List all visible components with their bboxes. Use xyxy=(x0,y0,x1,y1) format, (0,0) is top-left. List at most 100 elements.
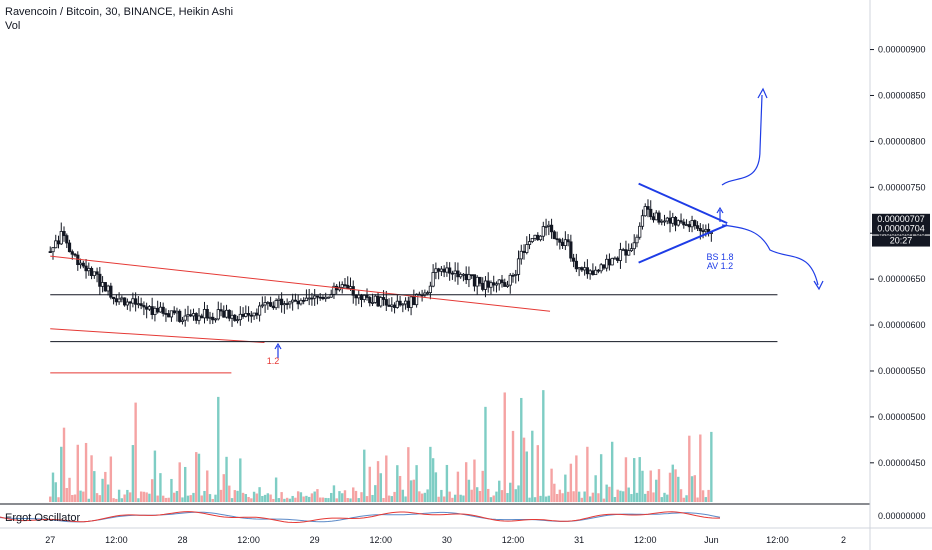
oscillator-label[interactable]: Ergot Oscillator xyxy=(5,512,81,524)
volume-bar xyxy=(407,447,410,502)
left-arrow-head xyxy=(274,342,282,350)
candle-body xyxy=(392,304,397,308)
volume-bar xyxy=(668,472,672,502)
candle-body xyxy=(315,295,320,298)
candle-body xyxy=(211,316,215,321)
volume-bar xyxy=(376,461,380,502)
candle-body xyxy=(156,307,160,313)
x-tick-label: 12:00 xyxy=(766,535,789,545)
candle-body xyxy=(299,299,303,305)
candle-body xyxy=(602,264,606,269)
volume-bar xyxy=(296,491,300,502)
candle-body xyxy=(605,258,609,269)
candle-body xyxy=(304,297,309,302)
volume-bar xyxy=(418,491,421,502)
candle-body xyxy=(346,284,350,289)
volume-bar xyxy=(462,495,465,502)
volume-bar xyxy=(156,495,159,502)
y-tick-label: 0.00000550 xyxy=(878,366,926,376)
candle-body xyxy=(277,298,281,301)
drawings[interactable]: 1.2 BS 1.8AV 1.2 xyxy=(50,87,824,374)
volume-bar xyxy=(506,493,509,502)
candle-body xyxy=(533,234,537,239)
candle-body xyxy=(412,296,416,306)
candle-body xyxy=(690,220,694,228)
candle-body xyxy=(549,224,554,233)
candle-body xyxy=(100,282,105,287)
candle-body xyxy=(114,298,118,303)
volume-bar xyxy=(153,450,157,502)
volume-bar xyxy=(285,497,289,502)
candle-body xyxy=(519,250,523,260)
volume-bar xyxy=(547,495,551,502)
candle-body xyxy=(224,309,229,318)
volume-bar xyxy=(660,497,663,502)
candle-body xyxy=(222,310,226,318)
volume-bar xyxy=(365,496,369,502)
candle-body xyxy=(475,276,479,287)
volume-bar xyxy=(87,498,91,502)
volume-bar xyxy=(599,454,603,502)
volume-bar xyxy=(393,491,396,502)
candle-body xyxy=(169,310,174,318)
candle-body xyxy=(635,236,639,244)
volume-bar xyxy=(307,496,311,502)
triangle-arrow-head xyxy=(716,206,724,214)
candle-body xyxy=(147,306,152,310)
volume-bar xyxy=(291,495,294,502)
volume-bar xyxy=(145,492,148,502)
volume-bar xyxy=(82,491,85,502)
candle-body xyxy=(624,249,628,256)
candle-body xyxy=(238,313,242,321)
candle-body xyxy=(591,270,595,276)
candle-body xyxy=(409,296,413,308)
candle-body xyxy=(269,302,273,307)
candle-body xyxy=(684,224,689,226)
volume-label[interactable]: Vol xyxy=(5,20,21,32)
candle-body xyxy=(613,257,617,260)
x-tick-label: 12:00 xyxy=(237,535,260,545)
candle-body xyxy=(205,308,209,319)
volume-bar xyxy=(475,487,479,502)
triangle-label-av: AV 1.2 xyxy=(707,261,733,271)
candle-body xyxy=(547,224,551,227)
volume-bar xyxy=(542,390,545,502)
candle-body xyxy=(142,305,146,308)
oscillator xyxy=(0,511,721,524)
volume-bar xyxy=(65,488,68,502)
volume-bar xyxy=(412,479,416,502)
candle-body xyxy=(497,279,501,285)
volume-bar xyxy=(679,489,683,502)
volume-bar xyxy=(696,497,699,502)
candle-body xyxy=(70,251,74,255)
candle-body xyxy=(662,220,667,223)
volume-bar xyxy=(558,489,562,502)
volume-bar xyxy=(641,470,644,502)
candle-body xyxy=(310,297,314,300)
volume-bar xyxy=(266,493,270,502)
volume-bar xyxy=(172,492,176,502)
candle-body xyxy=(202,308,207,319)
volume-bar xyxy=(184,466,187,502)
candle-body xyxy=(401,303,405,306)
candle-body xyxy=(525,244,529,253)
candle-body xyxy=(395,300,399,308)
volume-bar xyxy=(566,491,570,502)
candle-body xyxy=(676,220,680,226)
candle-body xyxy=(467,274,471,281)
volume-bar xyxy=(693,475,697,502)
x-tick-label: 31 xyxy=(574,535,584,545)
symbol-title[interactable]: Ravencoin / Bitcoin, 30, BINANCE, Heikin… xyxy=(5,6,234,18)
volume-bar xyxy=(671,464,674,502)
volume-bar xyxy=(57,497,60,502)
candle-body xyxy=(693,220,697,227)
candle-body xyxy=(246,313,251,316)
volume-bar xyxy=(252,491,256,502)
volume-bar xyxy=(448,491,451,502)
candle-body xyxy=(244,313,248,317)
volume-bar xyxy=(487,488,490,502)
volume-bar xyxy=(263,494,267,502)
volume-bar xyxy=(390,496,394,502)
y-tick-label: 0.00000900 xyxy=(878,45,926,55)
